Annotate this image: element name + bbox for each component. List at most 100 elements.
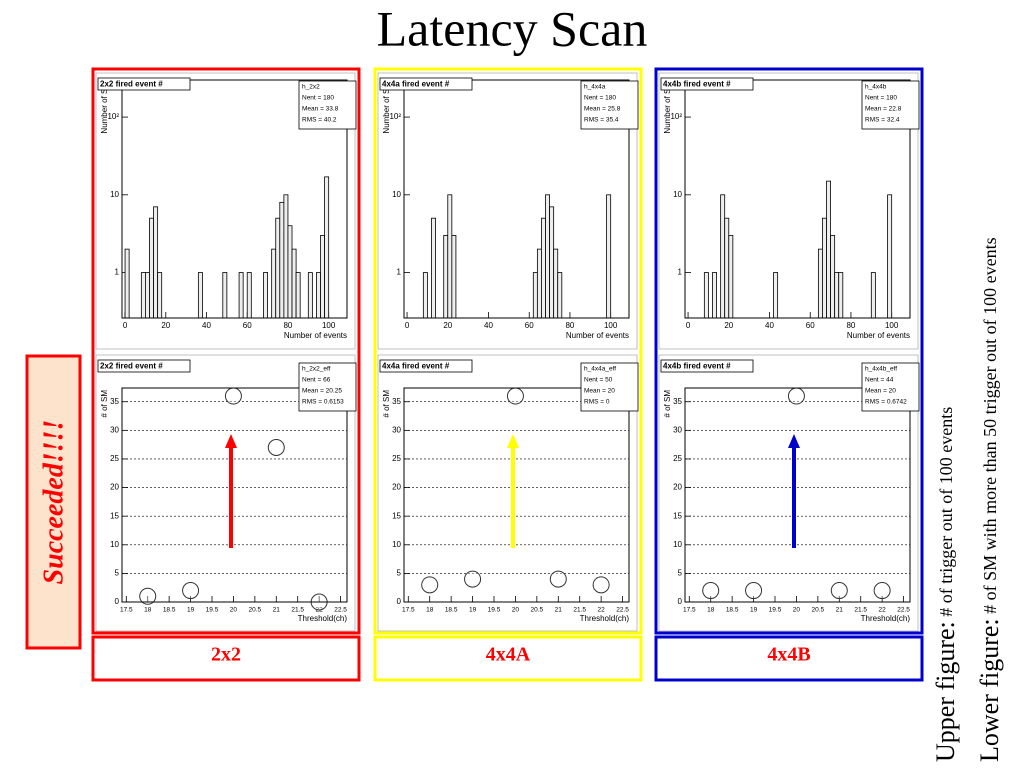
x-tick-label: 21.5 <box>573 607 586 614</box>
panel-label: 4x4B <box>767 644 810 666</box>
note: Lower figure: # of SM with more than 50 … <box>975 237 1004 762</box>
stats-line: RMS = 35.4 <box>584 117 619 124</box>
bar <box>830 235 836 319</box>
x-axis-label: Threshold(ch) <box>861 614 911 623</box>
x-tick-label: 40 <box>484 321 493 330</box>
stats-box <box>861 362 920 412</box>
bar <box>279 201 285 319</box>
stats-line: Mean = 22.8 <box>865 106 902 113</box>
x-tick-label: 20 <box>161 321 170 330</box>
bar <box>145 272 150 319</box>
y-tick-label: 10 <box>673 190 682 199</box>
stats-box <box>580 362 639 412</box>
bar <box>291 248 297 319</box>
bar <box>838 272 844 319</box>
y-tick-label: 10 <box>673 540 682 549</box>
x-tick-label: 22 <box>598 607 606 614</box>
x-tick-label: 18.5 <box>163 607 176 614</box>
x-axis-label: Number of events <box>566 331 629 340</box>
point <box>506 387 524 405</box>
slide-title: Latency Scan <box>377 0 648 56</box>
y-tick-label: 35 <box>392 397 401 406</box>
x-tick-label: 17.5 <box>402 607 415 614</box>
x-tick-label: 19.5 <box>769 607 782 614</box>
stats-line: h_4x4b_eff <box>865 366 897 373</box>
plot-title-box <box>660 77 754 91</box>
y-tick-label: 10 <box>392 190 401 199</box>
stats-line: Mean = 20 <box>865 388 896 395</box>
bar <box>606 194 612 319</box>
stats-line: Nent = 180 <box>865 95 897 102</box>
stats-box <box>298 80 357 130</box>
bar <box>817 248 823 319</box>
bar <box>238 272 244 319</box>
panel-box <box>654 67 924 635</box>
note-label: Lower figure: <box>975 618 1004 762</box>
y-tick-label: 0 <box>397 597 402 606</box>
x-tick-label: 80 <box>846 321 855 330</box>
point <box>421 576 439 594</box>
y-tick-label: 30 <box>673 425 682 434</box>
plot-title-box <box>379 77 473 91</box>
x-tick-label: 60 <box>243 321 252 330</box>
bar <box>443 235 449 319</box>
x-tick-label: 19.5 <box>488 607 501 614</box>
plot-frame <box>121 79 348 319</box>
plot-title: 2x2 fired event # <box>100 80 163 89</box>
x-tick-label: 0 <box>686 321 691 330</box>
x-tick-label: 100 <box>885 321 899 330</box>
panel-box <box>91 67 361 635</box>
stats-line: Nent = 50 <box>584 377 613 384</box>
x-tick-label: 60 <box>806 321 815 330</box>
y-tick-label: 30 <box>110 425 119 434</box>
x-tick-label: 18.5 <box>726 607 739 614</box>
y-tick-label: 20 <box>110 483 119 492</box>
stats-box <box>298 362 357 412</box>
bar <box>541 217 546 319</box>
arrow-head <box>788 434 800 448</box>
y-axis-label: # of SM <box>382 390 391 418</box>
stats-line: Mean = 33.8 <box>302 106 339 113</box>
bar <box>720 194 726 319</box>
stats-line: Nent = 180 <box>584 95 616 102</box>
stats-line: RMS = 0 <box>584 399 610 406</box>
x-tick-label: 17.5 <box>683 607 696 614</box>
note-text: # of trigger out of 100 events <box>936 407 956 617</box>
plot-frame <box>121 387 348 603</box>
bar <box>316 272 321 319</box>
y-tick-label: 25 <box>392 454 401 463</box>
x-tick-label: 20 <box>230 607 238 614</box>
bar <box>870 272 876 319</box>
bar <box>557 272 563 319</box>
x-tick-label: 22.5 <box>897 607 910 614</box>
y-tick-label: 1 <box>115 268 120 277</box>
stats-line: Nent = 44 <box>865 377 894 384</box>
x-axis-label: Number of events <box>847 331 910 340</box>
x-tick-label: 21 <box>836 607 844 614</box>
bar <box>447 194 453 319</box>
badge: Succeeded!!!! <box>38 420 69 585</box>
stats-line: Mean = 20 <box>584 388 615 395</box>
bar <box>275 217 281 319</box>
stats-line: h_4x4a_eff <box>584 366 616 373</box>
bar <box>553 248 559 319</box>
bar <box>124 248 130 319</box>
point <box>873 582 891 600</box>
point <box>464 570 482 588</box>
y-axis-label: # of SM <box>663 390 672 418</box>
y-axis-label: Number of SM <box>100 82 109 134</box>
y-tick-label: 25 <box>673 454 682 463</box>
stats-line: Mean = 25.8 <box>584 106 621 113</box>
badge-box <box>25 354 82 650</box>
y-tick-label: 10² <box>389 112 401 121</box>
y-tick-label: 20 <box>392 483 401 492</box>
arrow-head <box>225 434 237 448</box>
panel-label-box <box>373 635 643 682</box>
y-tick-label: 20 <box>673 483 682 492</box>
x-tick-label: 20 <box>793 607 801 614</box>
plot-title-box <box>379 359 473 373</box>
stats-line: h_4x4b <box>865 84 887 91</box>
note-text: # of SM with more than 50 trigger out of… <box>980 237 1000 613</box>
bar <box>422 272 428 319</box>
